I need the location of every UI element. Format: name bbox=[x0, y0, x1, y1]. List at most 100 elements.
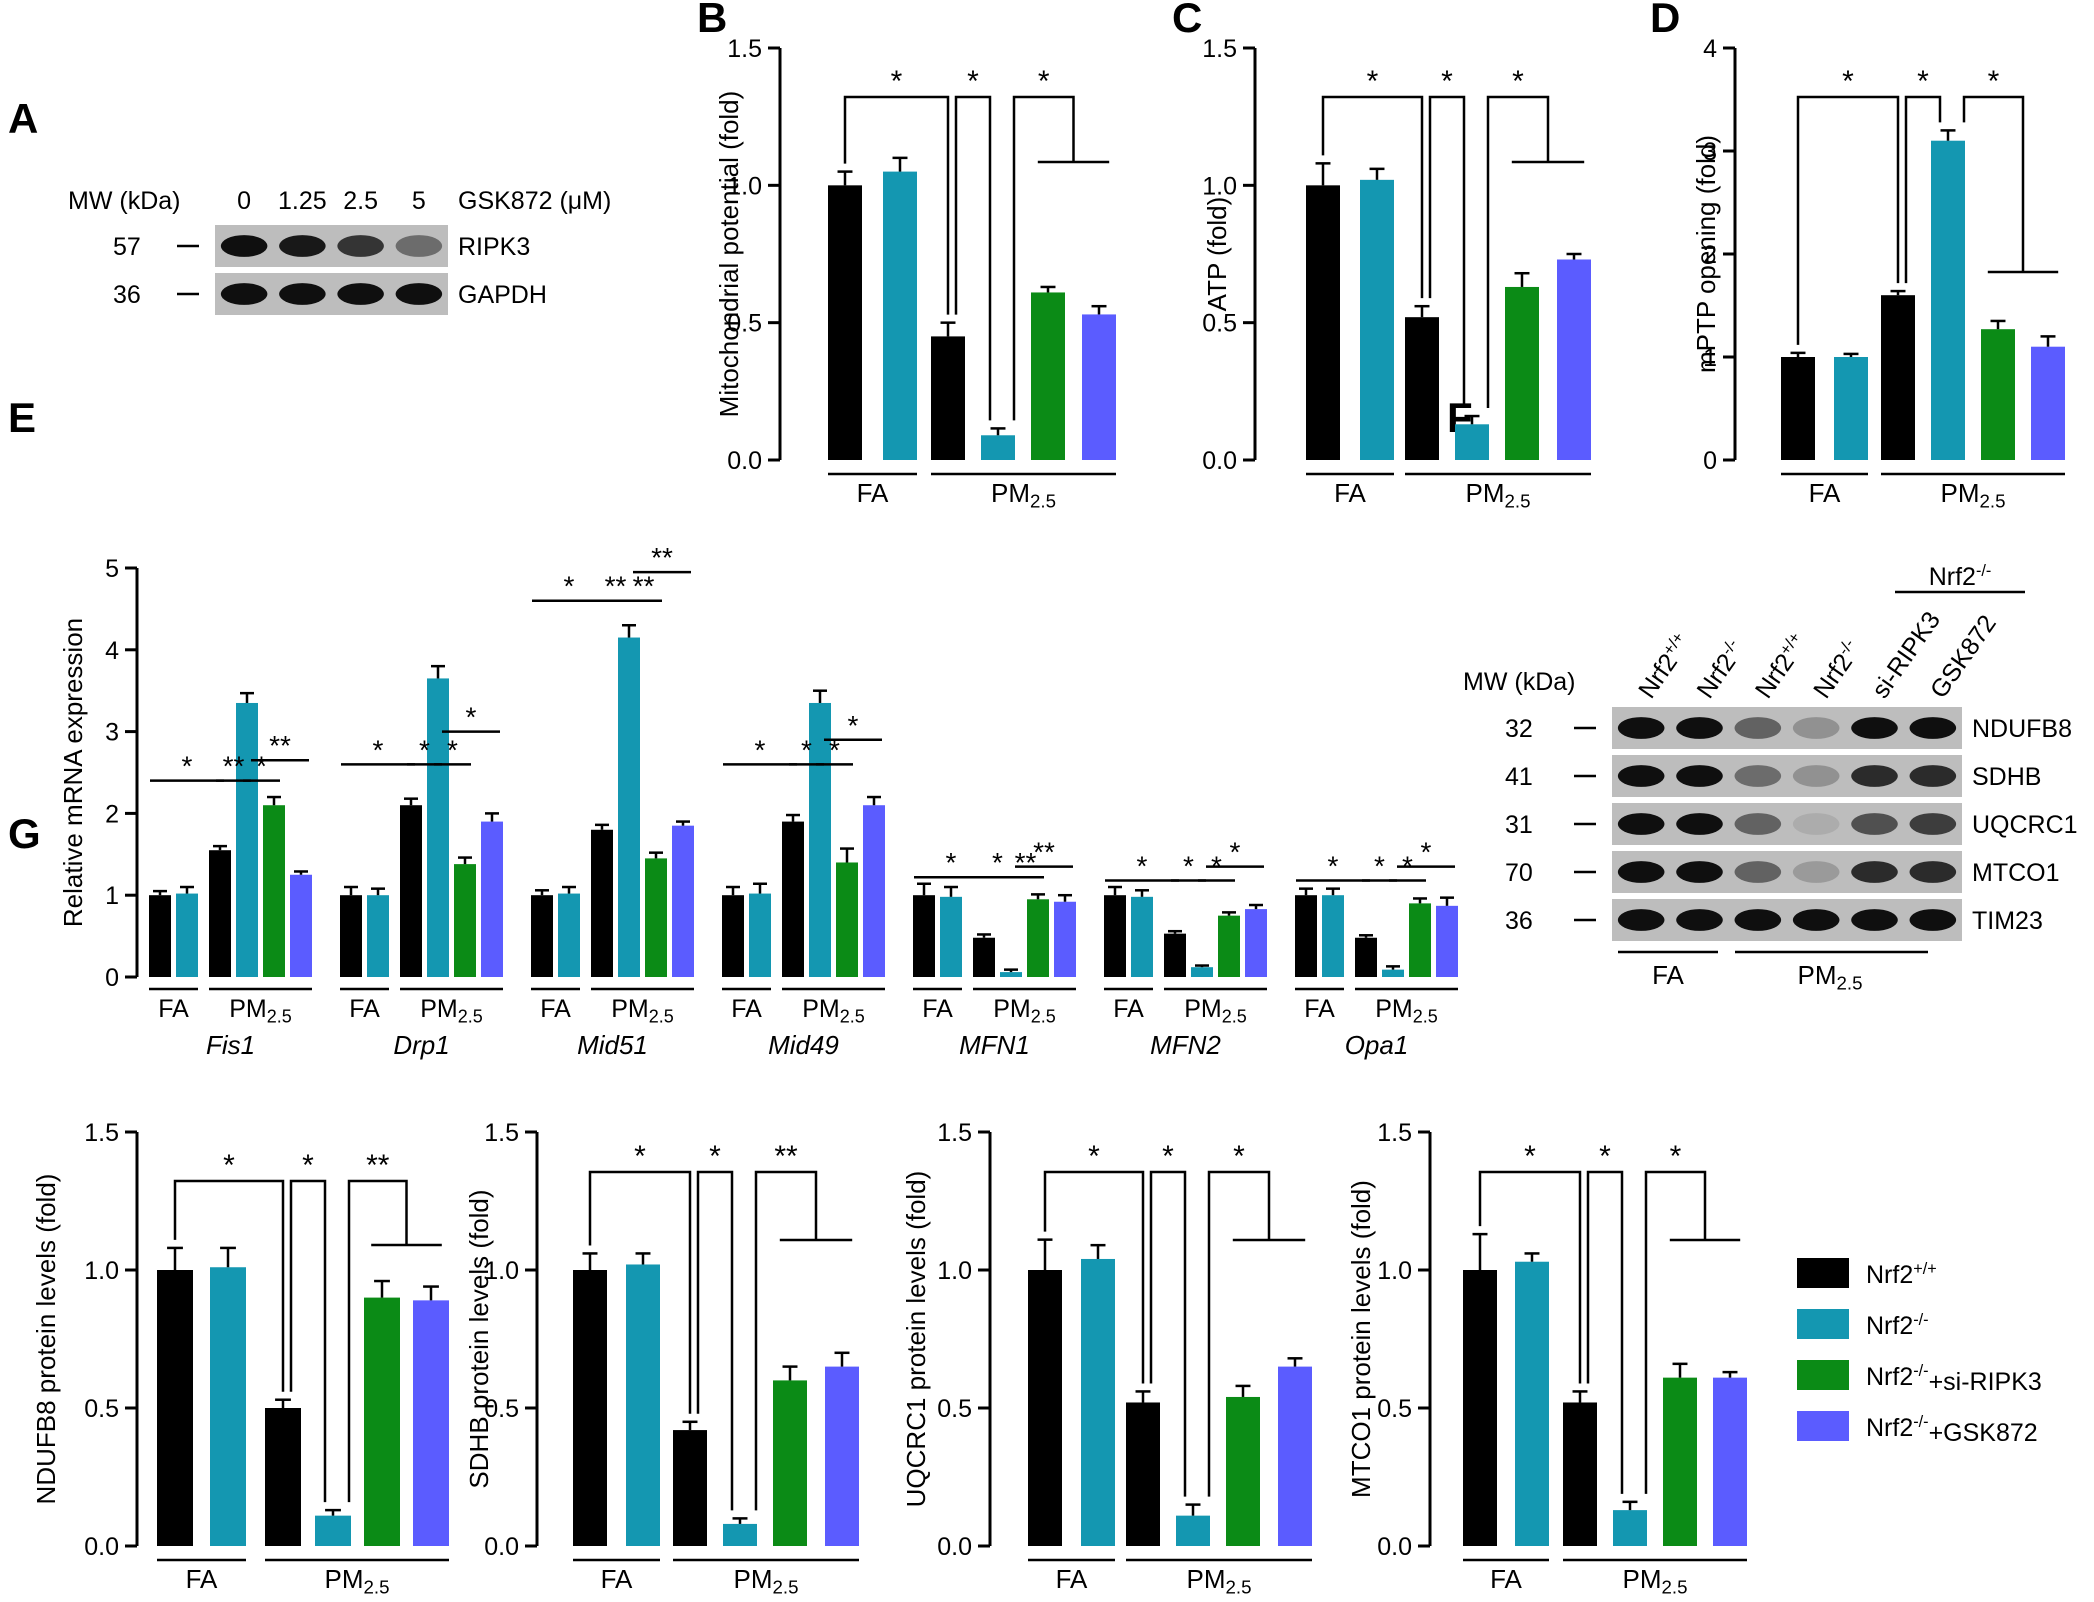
sig-star: * bbox=[1230, 837, 1241, 868]
band bbox=[1676, 717, 1723, 739]
legend-label: Nrf2-/-+GSK872 bbox=[1866, 1413, 2038, 1447]
y-tick-label: 0.0 bbox=[937, 1533, 972, 1561]
sig-star: * bbox=[967, 65, 979, 98]
chart-B-0: 0.0 0.5 1.0 1.5 Mitochondrial potential (fol… bbox=[714, 35, 1116, 512]
y-axis-label: ATP (fold) bbox=[1202, 197, 1232, 312]
bar-1 bbox=[1081, 1258, 1115, 1546]
y-tick-label: 3 bbox=[105, 719, 119, 747]
y-tick-label: 2 bbox=[105, 800, 119, 828]
y-tick-label: 3 bbox=[1703, 138, 1717, 166]
band bbox=[1734, 717, 1782, 739]
bar-5 bbox=[290, 874, 312, 977]
legend-swatch bbox=[1797, 1309, 1849, 1339]
bar-1 bbox=[1131, 896, 1153, 977]
sig-bracket bbox=[954, 95, 992, 421]
bar-3 bbox=[723, 1523, 757, 1546]
bar-2 bbox=[265, 1408, 301, 1546]
band bbox=[1851, 909, 1898, 931]
mw-header: MW (kDa) bbox=[1463, 668, 1575, 696]
bar-5 bbox=[413, 1300, 449, 1546]
blot-strip bbox=[1612, 899, 1962, 941]
band bbox=[1909, 813, 1957, 835]
band bbox=[1676, 861, 1723, 883]
mw-header: MW (kDa) bbox=[68, 187, 180, 215]
bar-0 bbox=[1104, 895, 1126, 977]
bar-4 bbox=[1981, 329, 2015, 460]
bar-2 bbox=[1563, 1402, 1597, 1546]
bar-4 bbox=[645, 858, 667, 977]
bar-2 bbox=[591, 829, 613, 977]
sig-star: * bbox=[182, 751, 193, 782]
band bbox=[1851, 765, 1898, 787]
y-tick-label: 0.0 bbox=[484, 1533, 519, 1561]
sig-star: ** bbox=[223, 751, 245, 782]
bar-5 bbox=[1436, 905, 1458, 977]
bar-5 bbox=[1278, 1366, 1312, 1546]
y-tick-label: 0.5 bbox=[84, 1395, 119, 1423]
band bbox=[1792, 765, 1840, 787]
group-label-pm: PM2.5 bbox=[991, 478, 1056, 512]
lane-label: Nrf2-/- bbox=[1691, 636, 1751, 704]
sig-star: ** bbox=[605, 571, 627, 602]
sig-bracket bbox=[588, 1170, 692, 1414]
sig-star: * bbox=[1599, 1140, 1611, 1173]
bar-3 bbox=[236, 702, 258, 977]
lane-label: Nrf2+/+ bbox=[1632, 629, 1696, 704]
bar-3 bbox=[1382, 969, 1404, 977]
y-tick-label: 5 bbox=[105, 555, 119, 583]
gene-name: Drp1 bbox=[393, 1030, 449, 1060]
y-tick-label: 0.0 bbox=[1202, 447, 1237, 475]
legend-label: Nrf2+/+ bbox=[1866, 1260, 1937, 1289]
band-name: TIM23 bbox=[1972, 907, 2043, 935]
band bbox=[1617, 909, 1665, 931]
sig-star: ** bbox=[1033, 837, 1055, 868]
panel-letter-C: C bbox=[1172, 0, 1202, 41]
sig-bracket bbox=[1149, 1170, 1187, 1497]
bar-1 bbox=[1834, 357, 1868, 460]
sig-star: * bbox=[1367, 65, 1379, 98]
group-label-pm: PM2.5 bbox=[802, 995, 865, 1026]
sig-star: ** bbox=[633, 571, 655, 602]
bar-5 bbox=[672, 825, 694, 977]
sig-star: * bbox=[466, 702, 477, 733]
blot-strip bbox=[1612, 803, 1962, 845]
band bbox=[395, 235, 443, 257]
band bbox=[1617, 861, 1665, 883]
bar-4 bbox=[454, 864, 476, 977]
mw-value: 32 bbox=[1505, 715, 1533, 743]
group-label-fa: FA bbox=[857, 478, 889, 508]
mw-value: 70 bbox=[1505, 859, 1533, 887]
bar-3 bbox=[1613, 1510, 1647, 1546]
y-tick-label: 1.5 bbox=[84, 1119, 119, 1147]
legend: Nrf2+/+ Nrf2-/- Nrf2-/-+si-RIPK3 Nrf2-/-+GS… bbox=[1797, 1258, 2042, 1447]
bar-4 bbox=[773, 1380, 807, 1546]
y-tick-label: 1.0 bbox=[84, 1257, 119, 1285]
band-name: UQCRC1 bbox=[1972, 811, 2078, 839]
bar-1 bbox=[1360, 179, 1394, 460]
bar-4 bbox=[1027, 899, 1049, 977]
panel-letter-A: A bbox=[8, 95, 38, 142]
panel-letter-B: B bbox=[697, 0, 727, 41]
y-tick-label: 0.5 bbox=[1202, 310, 1237, 338]
sig-star: * bbox=[1233, 1140, 1245, 1173]
sig-star: * bbox=[1374, 850, 1385, 881]
gene-name: Opa1 bbox=[1345, 1030, 1409, 1060]
sig-star: * bbox=[447, 734, 458, 765]
bar-3 bbox=[1191, 967, 1213, 977]
chart-G-7: 0.0 0.5 1.0 1.5 MTCO1 protein levels (fold) F… bbox=[1346, 1119, 1747, 1598]
sig-star: ** bbox=[1015, 847, 1037, 878]
group-label-fa: FA bbox=[186, 1564, 218, 1594]
y-tick-label: 1 bbox=[105, 882, 119, 910]
bar-0 bbox=[1295, 895, 1317, 977]
y-axis-label: Mitochondrial potential (fold) bbox=[714, 91, 744, 418]
bar-3 bbox=[1000, 972, 1022, 977]
bar-2 bbox=[1881, 295, 1915, 460]
band bbox=[1792, 813, 1840, 835]
y-axis-label: UQCRC1 protein levels (fold) bbox=[901, 1171, 931, 1508]
y-tick-label: 0.5 bbox=[484, 1395, 519, 1423]
sig-star: * bbox=[419, 734, 430, 765]
group-label-pm: PM2.5 bbox=[1941, 478, 2006, 512]
bar-4 bbox=[1663, 1377, 1697, 1546]
